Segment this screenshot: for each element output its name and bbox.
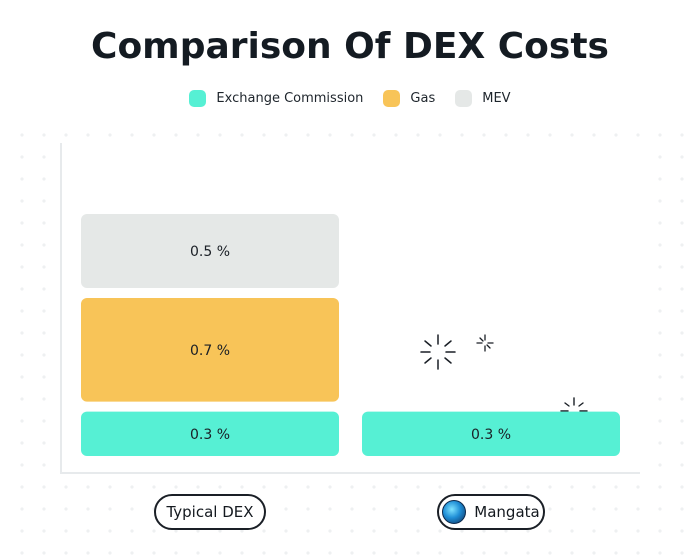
sparkle-icon xyxy=(420,334,456,370)
category-pill-label: Mangata xyxy=(474,503,540,521)
mangata-logo-icon xyxy=(442,500,467,524)
bar-data-label: 0.3 % xyxy=(190,427,230,443)
bar-mev-typical-dex xyxy=(81,214,339,288)
sparkle-icon xyxy=(476,334,494,352)
category-pill-label: Typical DEX xyxy=(166,503,254,521)
chart-frame xyxy=(60,143,640,474)
legend-swatch xyxy=(189,90,207,107)
bar-exchange-commission-mangata xyxy=(362,411,620,456)
legend-label: MEV xyxy=(482,91,511,106)
legend-label: Exchange Commission xyxy=(216,91,364,106)
legend-swatch xyxy=(455,90,473,107)
bar-data-label: 0.3 % xyxy=(471,427,511,443)
legend-item-exchange-commission: Exchange Commission xyxy=(189,90,363,107)
legend-item-mev: MEV xyxy=(455,90,511,107)
category-pill-mangata: Mangata xyxy=(437,494,545,530)
bar-gas-typical-dex xyxy=(81,298,339,402)
bar-exchange-commission-typical-dex xyxy=(81,411,339,456)
bar-data-label: 0.7 % xyxy=(190,343,230,359)
category-pill-typical-dex: Typical DEX xyxy=(154,494,266,530)
chart-title: Comparison Of DEX Costs xyxy=(91,26,609,67)
legend-swatch xyxy=(383,90,401,107)
bar-data-label: 0.5 % xyxy=(190,244,230,260)
legend-item-gas: Gas xyxy=(383,90,435,107)
legend: Exchange Commission Gas MEV xyxy=(0,90,700,107)
legend-label: Gas xyxy=(410,91,436,106)
